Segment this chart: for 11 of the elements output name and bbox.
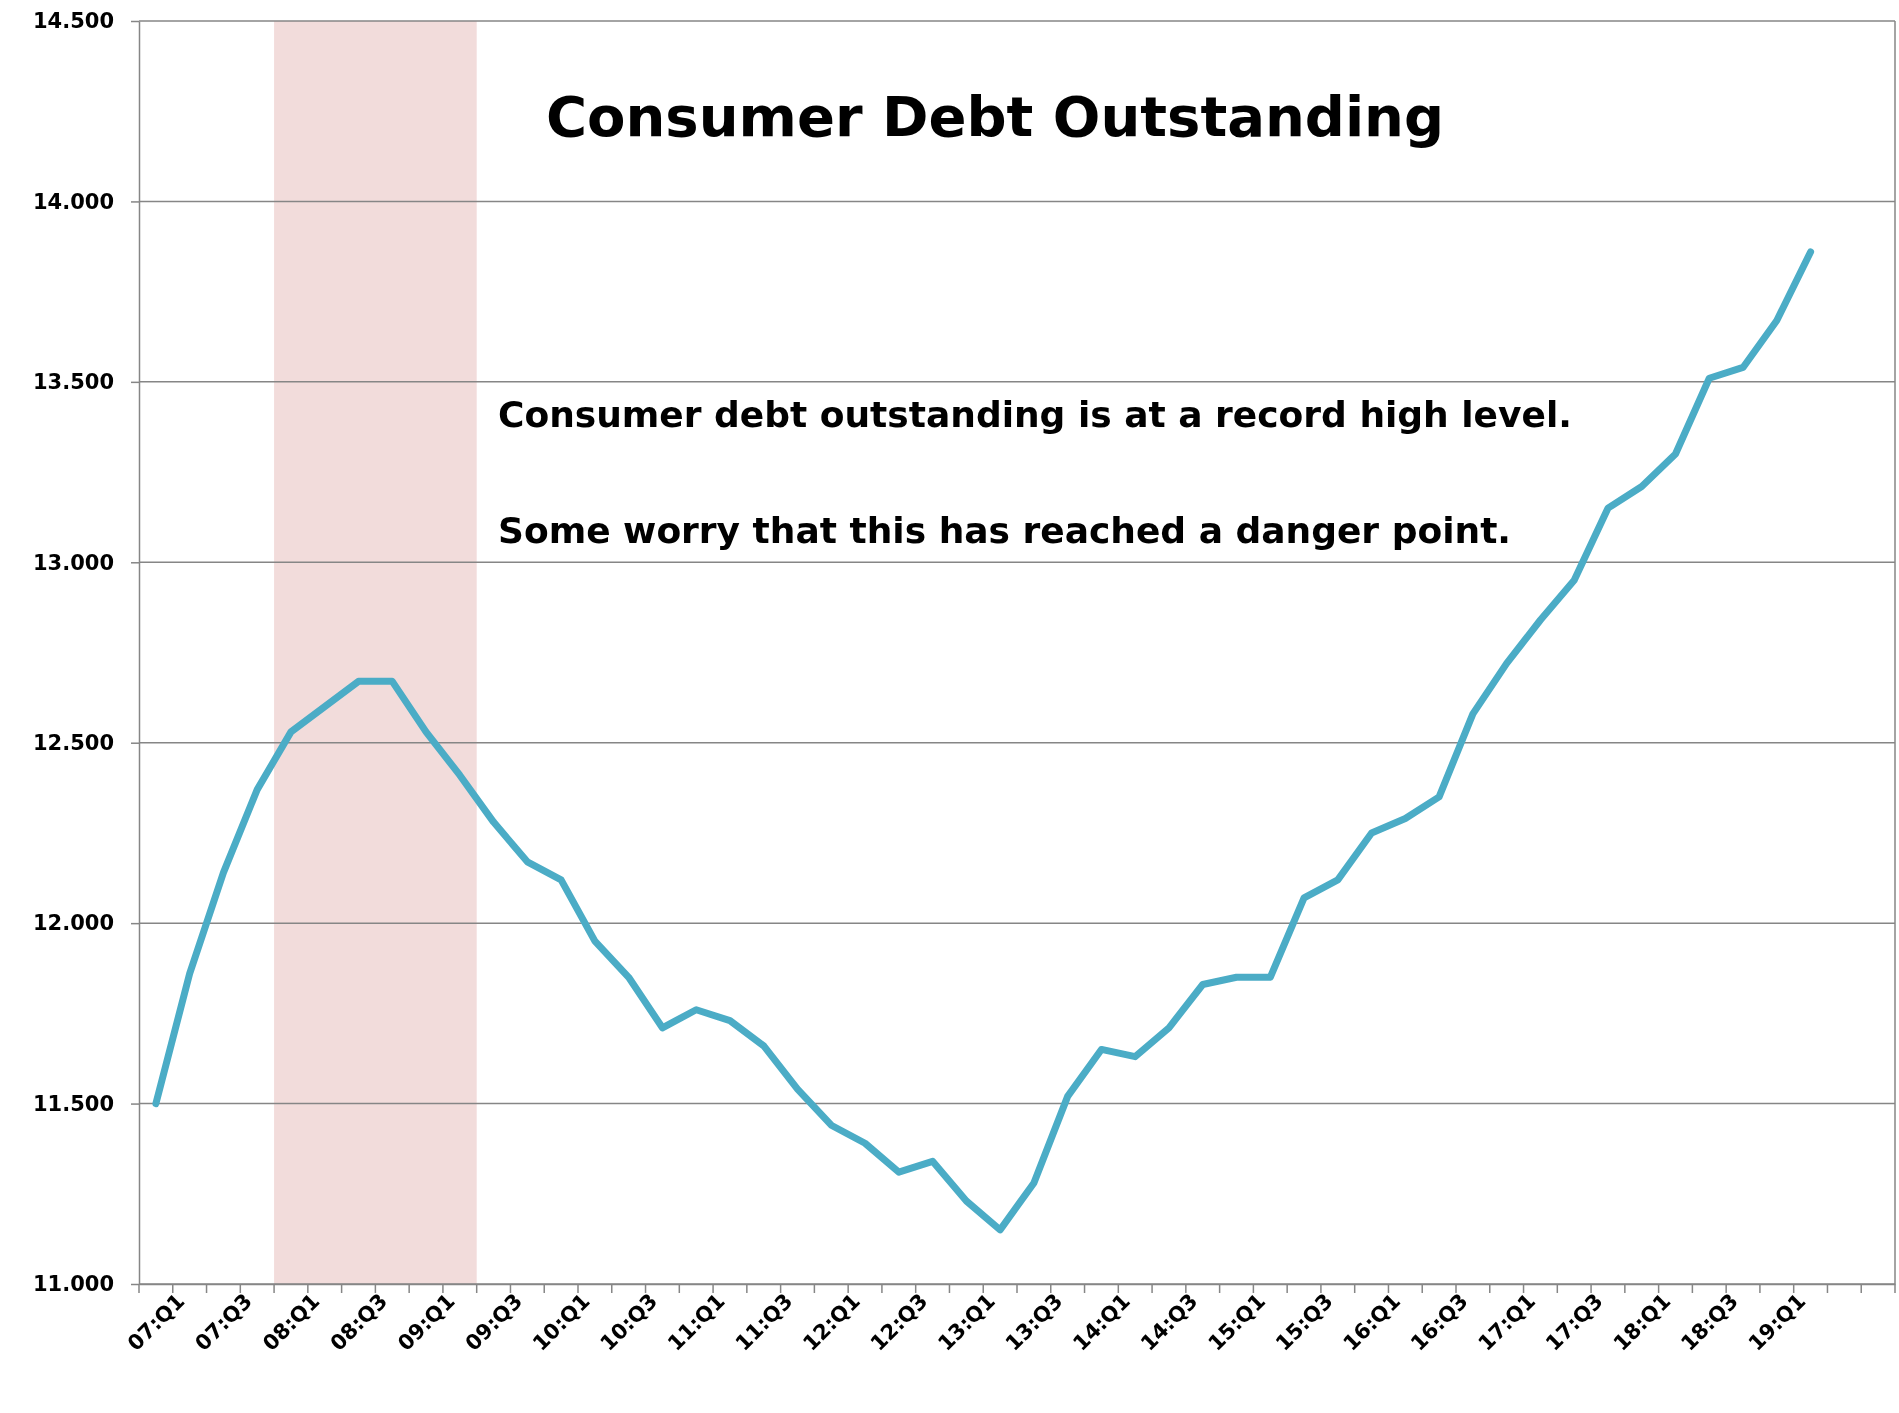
y-tick-label: 14.500	[32, 9, 114, 34]
y-tick-label: 11.000	[32, 1272, 114, 1297]
annotation: Consumer debt outstanding is at a record high level.	[498, 394, 1572, 435]
annotation: Some worry that this has reached a danger point.	[498, 510, 1512, 551]
y-tick-label: 11.500	[32, 1091, 114, 1116]
y-tick-label: 13.000	[32, 550, 114, 575]
y-tick-label: 13.500	[32, 370, 114, 395]
text: Consumer Debt Outstanding	[545, 84, 1445, 149]
y-tick-label: 12.500	[32, 730, 114, 755]
y-tick-label: 12.000	[32, 911, 114, 936]
y-tick-label: 14.000	[32, 189, 114, 214]
